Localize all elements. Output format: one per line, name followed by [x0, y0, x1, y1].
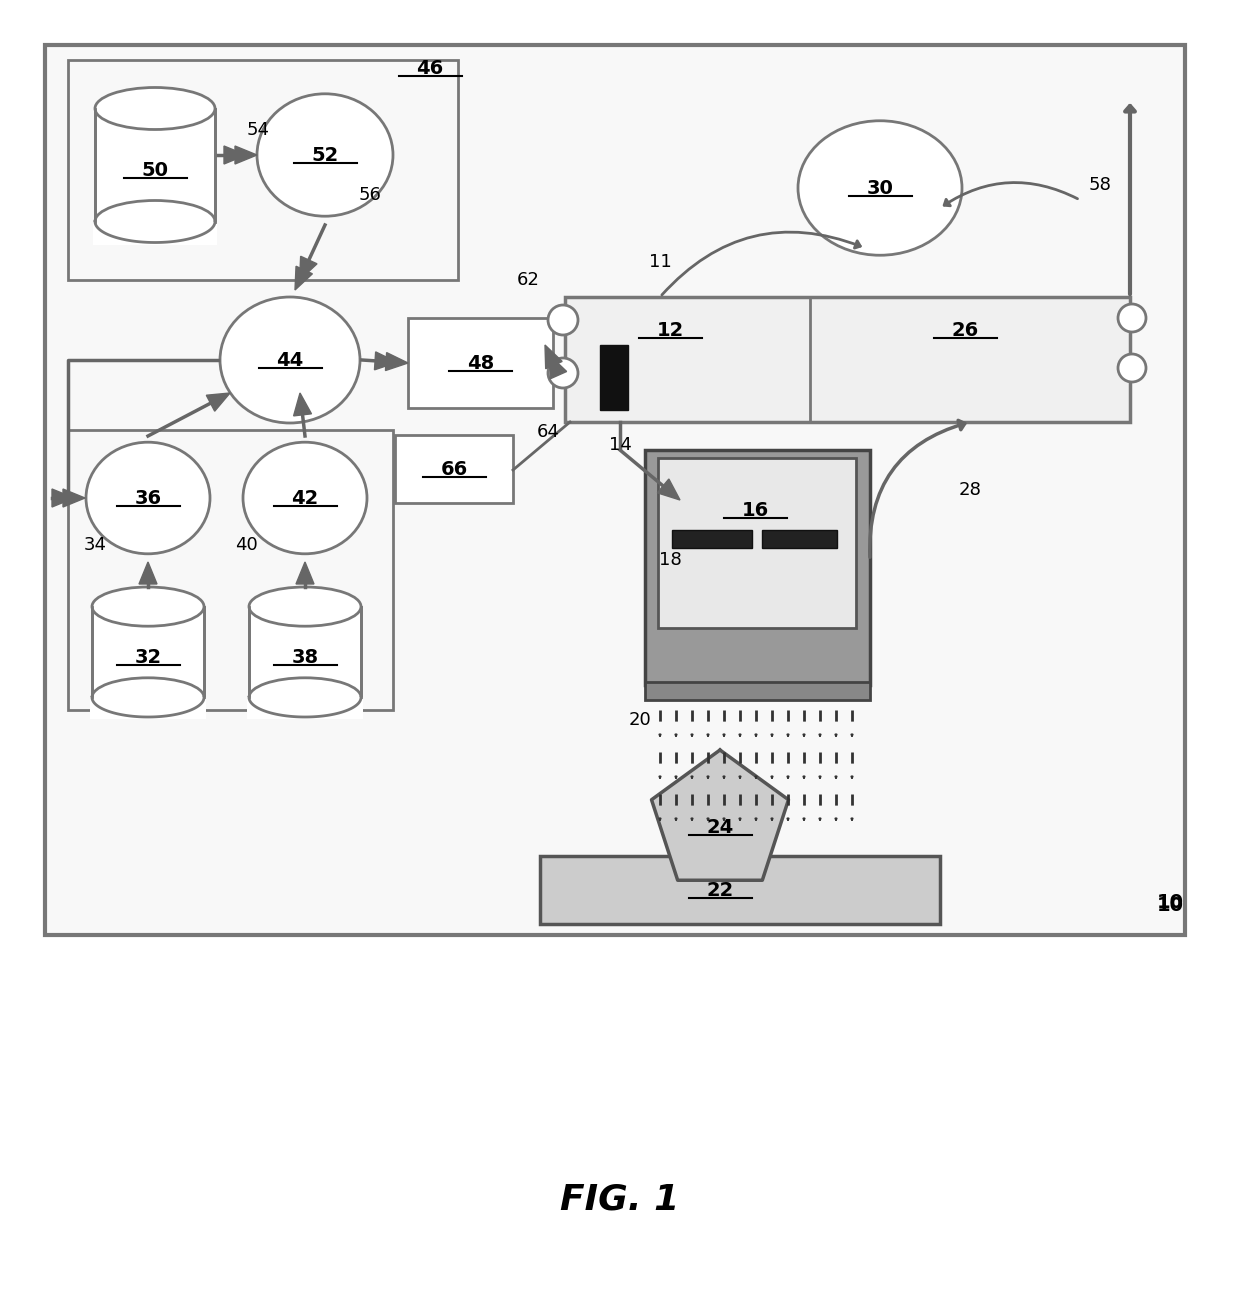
Ellipse shape: [92, 587, 205, 626]
Bar: [92, 607, 205, 697]
Text: 34: 34: [83, 536, 107, 555]
Bar: [93, 222, 217, 244]
Polygon shape: [386, 352, 408, 371]
Circle shape: [548, 358, 578, 388]
Text: 52: 52: [311, 145, 339, 164]
Polygon shape: [52, 489, 74, 508]
Ellipse shape: [95, 201, 215, 243]
Polygon shape: [657, 479, 680, 500]
Bar: [565, 298, 1130, 422]
Ellipse shape: [249, 587, 361, 626]
Polygon shape: [206, 393, 229, 411]
Text: 40: 40: [234, 536, 258, 555]
Ellipse shape: [219, 298, 360, 423]
Text: 22: 22: [707, 881, 734, 899]
Polygon shape: [139, 562, 157, 585]
Polygon shape: [546, 345, 562, 369]
Circle shape: [1118, 304, 1146, 331]
Bar: [45, 44, 1185, 934]
Text: 24: 24: [707, 817, 734, 837]
Circle shape: [548, 305, 578, 335]
Polygon shape: [294, 393, 311, 416]
Text: 54: 54: [247, 121, 269, 140]
Text: 62: 62: [517, 271, 539, 288]
Ellipse shape: [249, 677, 361, 716]
Bar: [91, 697, 206, 719]
Bar: [658, 458, 856, 628]
Circle shape: [1118, 354, 1146, 382]
Text: 38: 38: [291, 647, 319, 667]
Polygon shape: [224, 146, 246, 164]
Text: 64: 64: [537, 423, 559, 441]
Bar: [95, 108, 215, 222]
Text: 28: 28: [959, 482, 981, 499]
Ellipse shape: [92, 677, 205, 716]
Text: 46: 46: [417, 59, 444, 77]
Bar: [645, 450, 870, 685]
Text: 50: 50: [141, 161, 169, 180]
Polygon shape: [236, 146, 257, 164]
Text: 18: 18: [658, 551, 681, 569]
Bar: [672, 530, 751, 548]
Polygon shape: [374, 352, 397, 369]
Text: FIG. 1: FIG. 1: [560, 1184, 680, 1218]
Bar: [600, 345, 627, 410]
Text: 32: 32: [134, 647, 161, 667]
Polygon shape: [63, 489, 86, 508]
Polygon shape: [296, 562, 314, 585]
Text: 44: 44: [277, 351, 304, 369]
Bar: [68, 431, 393, 710]
Bar: [645, 683, 870, 699]
Text: 26: 26: [951, 321, 978, 339]
Polygon shape: [651, 750, 789, 881]
Text: 30: 30: [867, 179, 894, 197]
Text: 10: 10: [1157, 893, 1183, 911]
Bar: [247, 697, 363, 719]
Text: 20: 20: [629, 711, 651, 729]
Text: 10: 10: [1157, 895, 1183, 915]
Bar: [408, 318, 553, 408]
Text: 36: 36: [134, 488, 161, 508]
Text: 48: 48: [467, 354, 494, 372]
Text: 11: 11: [649, 253, 671, 271]
Ellipse shape: [95, 87, 215, 129]
Text: 16: 16: [742, 501, 769, 519]
Bar: [396, 435, 513, 502]
Text: 66: 66: [440, 459, 467, 479]
Bar: [249, 607, 361, 697]
Bar: [539, 856, 940, 924]
Ellipse shape: [257, 94, 393, 217]
Text: 42: 42: [291, 488, 319, 508]
Ellipse shape: [86, 442, 210, 553]
Bar: [763, 530, 837, 548]
Polygon shape: [295, 266, 312, 290]
Text: 58: 58: [1089, 176, 1111, 194]
Polygon shape: [549, 355, 567, 378]
Bar: [68, 60, 458, 281]
Ellipse shape: [799, 121, 962, 256]
Text: 56: 56: [358, 187, 382, 204]
Polygon shape: [300, 256, 317, 281]
Text: 14: 14: [609, 436, 631, 454]
Ellipse shape: [243, 442, 367, 553]
Text: 12: 12: [656, 321, 683, 339]
